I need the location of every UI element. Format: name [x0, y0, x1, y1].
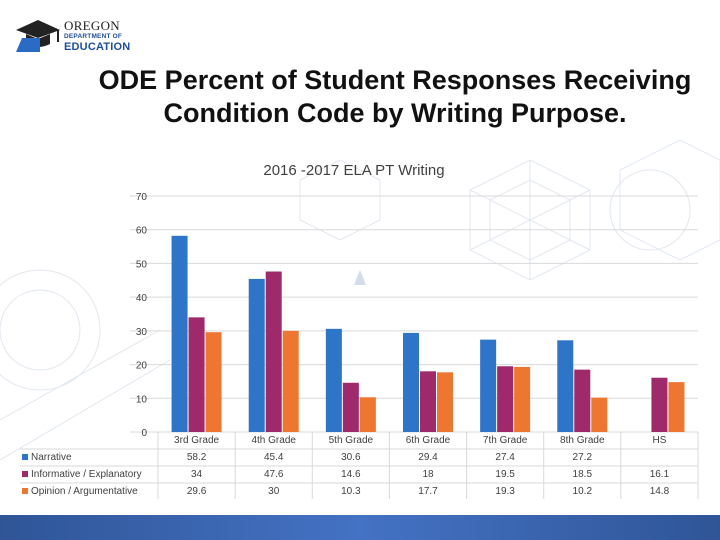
y-tick-label: 60 — [136, 226, 148, 237]
legend-swatch — [22, 471, 28, 477]
y-tick-label: 40 — [136, 293, 148, 304]
y-tick-label: 30 — [136, 327, 148, 338]
data-table-value: 17.7 — [418, 486, 438, 497]
bar — [248, 278, 265, 432]
chart-title: 2016 -2017 ELA PT Writing — [263, 162, 445, 179]
data-table-value: 34 — [191, 469, 203, 480]
y-tick-label: 50 — [136, 259, 148, 270]
data-table-value: 18.5 — [573, 469, 593, 480]
category-label: 7th Grade — [483, 435, 528, 446]
y-tick-label: 70 — [136, 192, 148, 203]
bar — [557, 340, 574, 432]
data-table-value: 18 — [422, 469, 434, 480]
data-table-value: 30 — [268, 486, 280, 497]
bar — [514, 366, 531, 432]
y-tick-label: 0 — [141, 428, 147, 439]
category-label: 5th Grade — [329, 435, 374, 446]
category-label: 4th Grade — [251, 435, 296, 446]
data-table-value: 10.3 — [341, 486, 361, 497]
legend-swatch — [22, 454, 28, 460]
data-table-value: 27.2 — [573, 452, 593, 463]
bar — [497, 366, 514, 432]
data-table-value: 19.5 — [495, 469, 515, 480]
legend-label: Informative / Explanatory — [31, 469, 142, 480]
legend-label: Opinion / Argumentative — [31, 486, 138, 497]
bar — [282, 330, 299, 432]
data-table-value: 45.4 — [264, 452, 284, 463]
logo-oregon-text: OREGON — [64, 18, 120, 33]
bar — [205, 332, 222, 432]
data-table-value: 16.1 — [650, 469, 670, 480]
category-label: 6th Grade — [406, 435, 451, 446]
bar — [265, 271, 282, 432]
category-label: 3rd Grade — [174, 435, 219, 446]
legend-swatch — [22, 488, 28, 494]
category-label: HS — [652, 435, 666, 446]
bar — [171, 235, 188, 432]
logo-education-text: EDUCATION — [64, 41, 131, 53]
bar — [325, 328, 342, 432]
data-table-value: 14.8 — [650, 486, 670, 497]
bar — [591, 397, 608, 432]
bar — [359, 397, 376, 432]
oregon-department-of-education-logo — [12, 16, 152, 56]
data-table-value: 47.6 — [264, 469, 284, 480]
bar — [342, 382, 359, 432]
data-table-value: 14.6 — [341, 469, 361, 480]
category-label: 8th Grade — [560, 435, 605, 446]
data-table-value: 30.6 — [341, 452, 361, 463]
y-tick-label: 10 — [136, 394, 148, 405]
graduation-cap-icon — [16, 20, 60, 52]
bar — [651, 377, 668, 432]
bar — [437, 372, 453, 432]
bar — [574, 369, 591, 432]
data-table-value: 58.2 — [187, 452, 207, 463]
bar — [668, 382, 685, 432]
bar — [188, 317, 205, 432]
footer-bar — [0, 515, 720, 540]
bar — [420, 371, 436, 432]
y-tick-label: 20 — [136, 361, 148, 372]
logo-department-text: DEPARTMENT OF — [64, 33, 123, 40]
data-table-value: 10.2 — [573, 486, 593, 497]
data-table-value: 19.3 — [495, 486, 515, 497]
legend-label: Narrative — [31, 452, 72, 463]
data-table-value: 29.4 — [418, 452, 438, 463]
page-title: ODE Percent of Student Responses Receivi… — [98, 65, 692, 128]
bar — [403, 332, 419, 432]
data-table-value: 27.4 — [495, 452, 515, 463]
bar — [480, 339, 497, 432]
data-table-value: 29.6 — [187, 486, 207, 497]
